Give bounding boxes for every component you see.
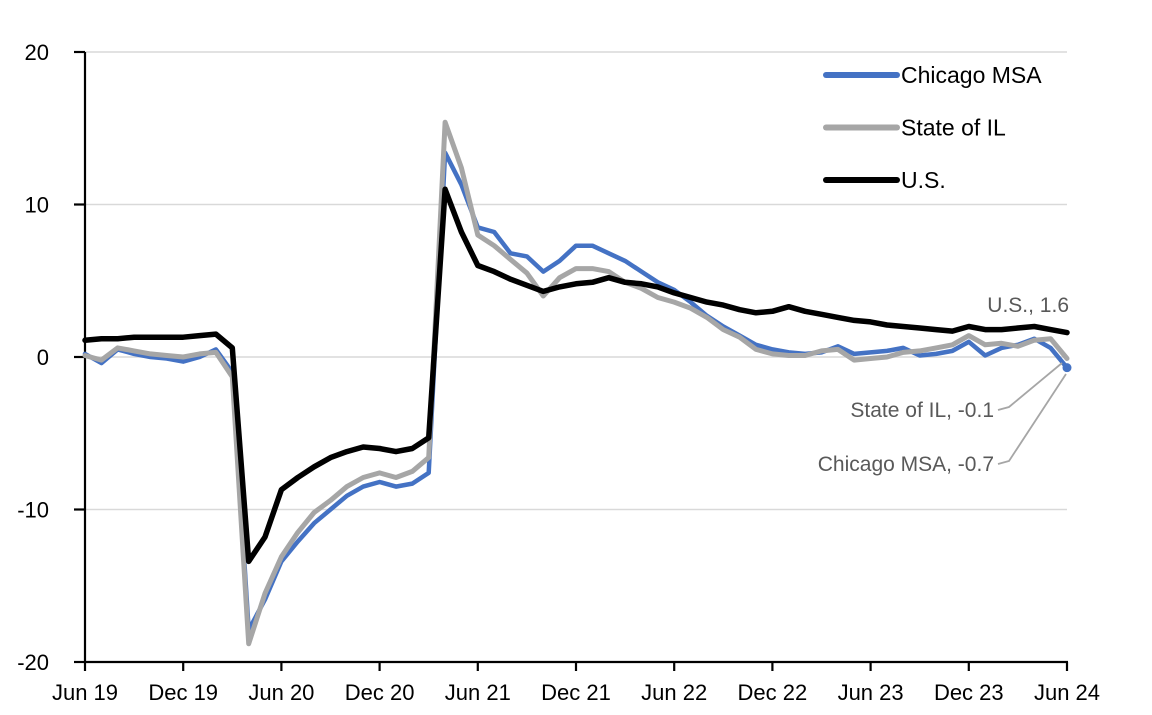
x-axis: Jun 19 Dec 19 Jun 20 Dec 20 Jun 21 Dec 21 Jun … [52,662,1100,705]
legend-label-state-of-il: State of IL [901,115,1006,141]
x-tick-label-jun-24: Jun 24 [1034,680,1100,705]
x-tick-label-jun-23: Jun 23 [838,680,904,705]
y-tick-label--20: -20 [17,650,49,675]
x-tick-label-jun-22: Jun 22 [641,680,707,705]
annotations: U.S., 1.6 State of IL, -0.1 Chicago MSA, -… [818,294,1069,476]
legend-item-state-of-il: State of IL [823,115,1006,141]
annotation-label-chicago-msa-0-7: Chicago MSA, -0.7 [818,453,994,476]
x-tick-label-dec-23: Dec 23 [934,680,1004,705]
annotation-leader-chicago-msa-0-7 [997,373,1067,465]
x-tick-label-dec-21: Dec 21 [541,680,611,705]
y-tick-label-20: 20 [25,40,49,65]
legend-label-u-s: U.S. [901,167,946,193]
series-end-marker-chicago-msa [1062,363,1072,373]
annotation-leader-state-of-il-0-1 [997,362,1063,411]
gridlines [85,51,1067,511]
annotation-label-u-s-1-6: U.S., 1.6 [987,294,1069,317]
legend-label-chicago-msa: Chicago MSA [901,62,1042,88]
x-tick-label-dec-19: Dec 19 [148,680,218,705]
legend-item-chicago-msa: Chicago MSA [823,62,1042,88]
y-axis: 20 10 0 -10 -20 [17,40,85,675]
legend: Chicago MSA State of IL U.S. [823,62,1042,193]
annotation-label-state-of-il-0-1: State of IL, -0.1 [850,399,994,422]
legend-item-u-s: U.S. [823,167,946,193]
x-tick-label-dec-20: Dec 20 [345,680,415,705]
series-line-state-of-il [82,119,1070,647]
x-tick-label-jun-20: Jun 20 [248,680,314,705]
y-tick-label--10: -10 [17,498,49,523]
series-line-u-s [82,186,1070,565]
x-tick-label-jun-19: Jun 19 [52,680,118,705]
x-tick-label-dec-22: Dec 22 [738,680,808,705]
y-tick-label-0: 0 [37,345,49,370]
x-tick-label-jun-21: Jun 21 [445,680,511,705]
y-tick-label-10: 10 [25,193,49,218]
